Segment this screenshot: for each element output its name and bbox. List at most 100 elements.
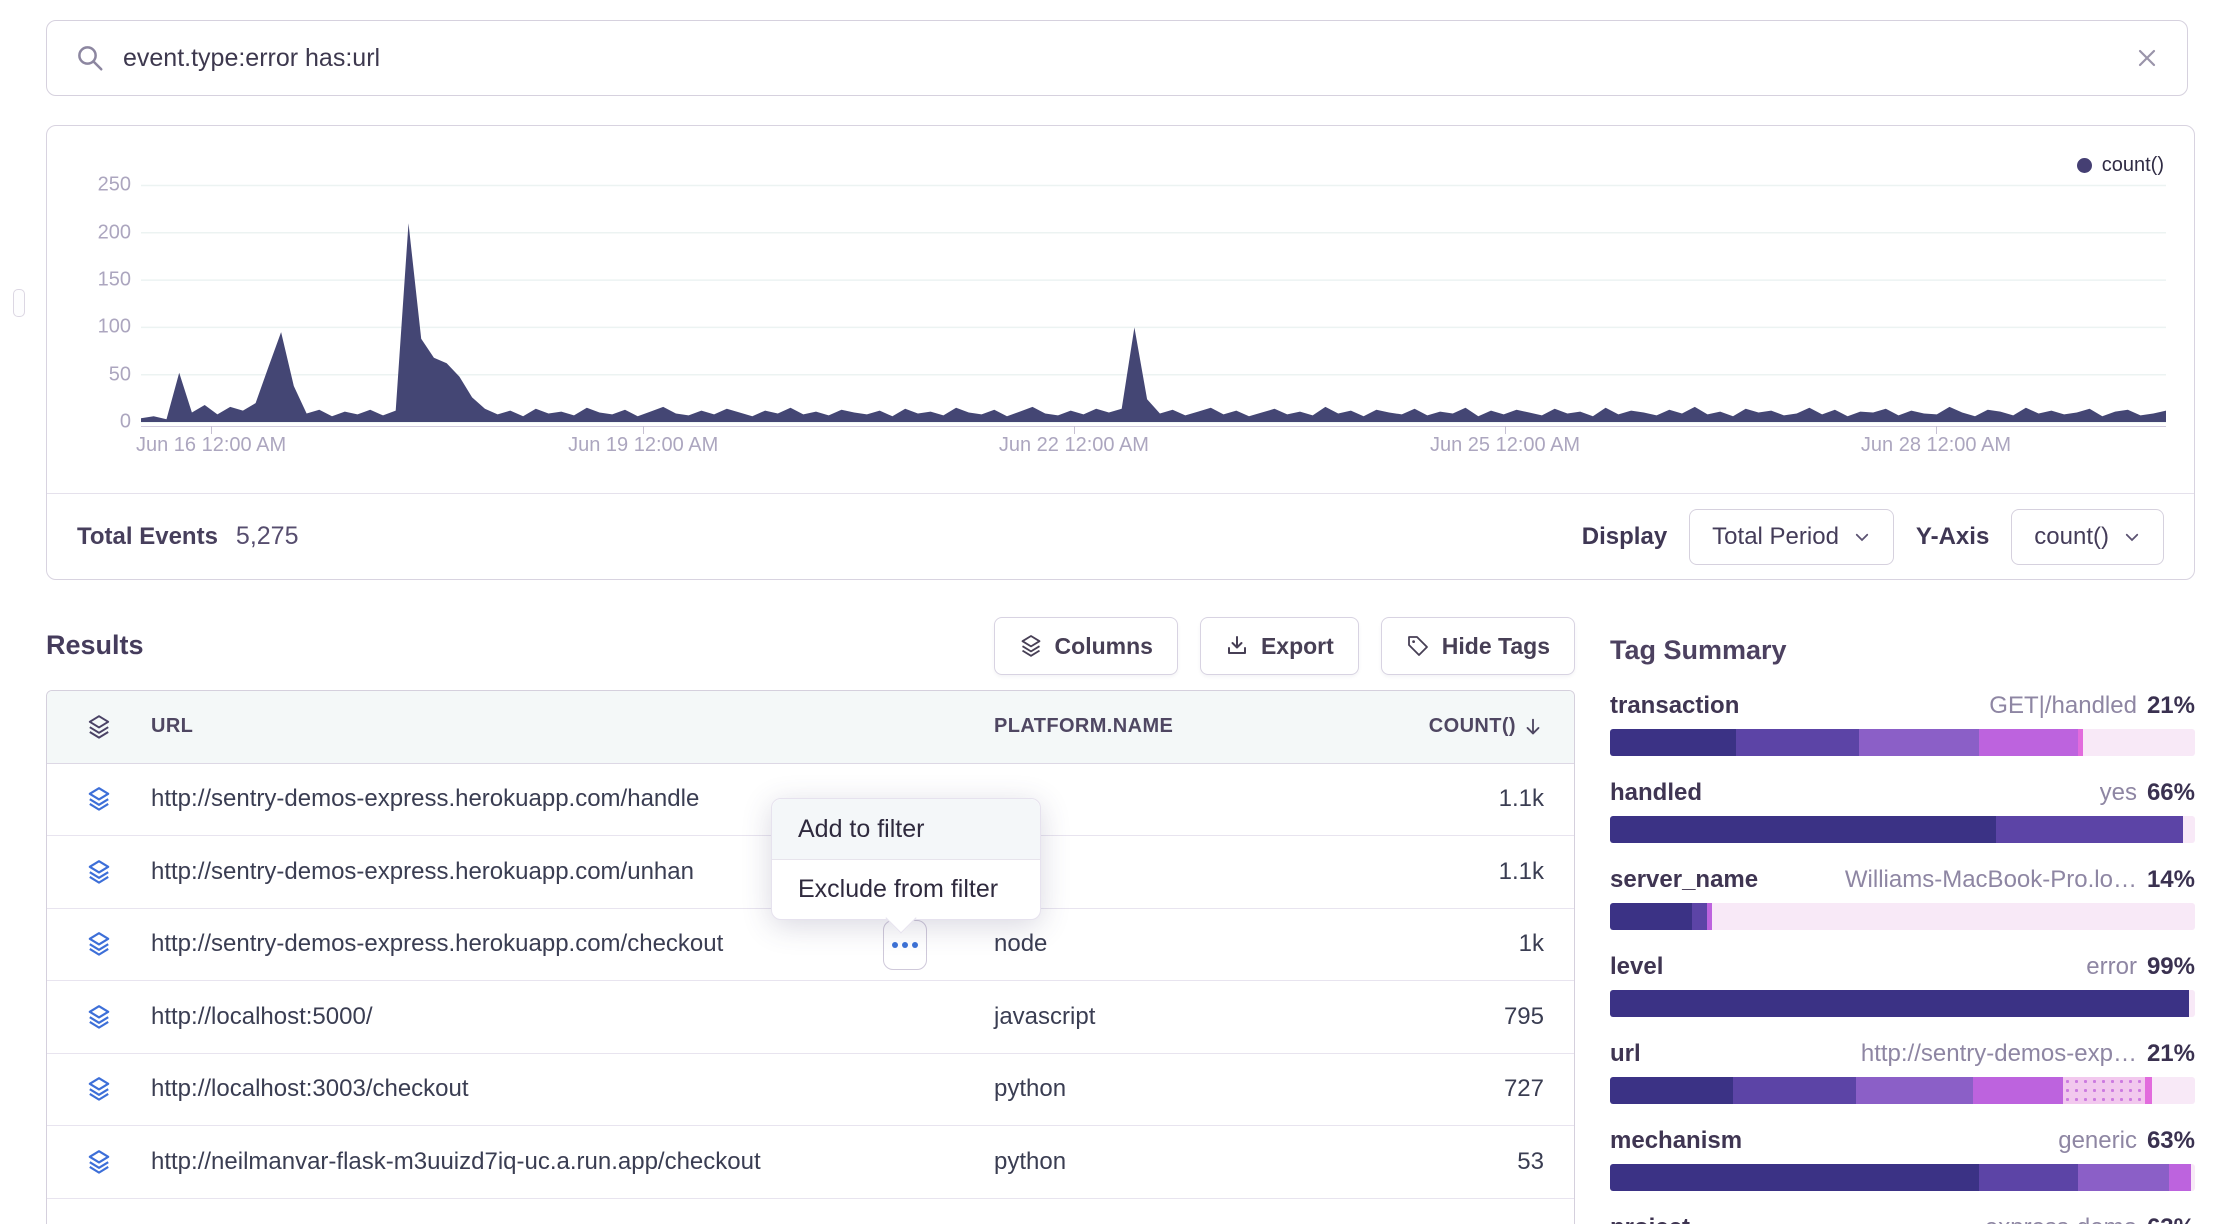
y-axis-tick-label: 200 (51, 221, 131, 244)
ellipsis-dot-icon (892, 942, 898, 948)
tag-top-value: yes (2100, 779, 2137, 807)
tag-bar-segment (2169, 1164, 2191, 1191)
tag-block: level error 99% (1610, 953, 2195, 1017)
events-chart-card: count() 050100150200250 Jun 16 12:00 AM J… (46, 125, 2195, 580)
chart-legend[interactable]: count() (2077, 154, 2164, 177)
ellipsis-dot-icon (902, 942, 908, 948)
tag-percentage: 14% (2147, 866, 2195, 894)
count-cell: 53 (1384, 1148, 1544, 1176)
tag-bar-segment (1610, 903, 1692, 930)
tag-bar-segment (2063, 1077, 2145, 1104)
tag-bar-segment (1610, 1077, 1733, 1104)
url-cell[interactable]: http://localhost:5000/ (151, 1003, 994, 1031)
display-dropdown-value: Total Period (1712, 523, 1839, 551)
download-icon (1225, 634, 1249, 658)
stack-icon (86, 1076, 112, 1102)
y-axis-tick-label: 100 (51, 316, 131, 339)
tag-bar-segment (2191, 1164, 2195, 1191)
tag-distribution-bar[interactable] (1610, 1164, 2195, 1191)
tag-top-value: error (2086, 953, 2137, 981)
legend-label: count() (2102, 154, 2164, 177)
count-cell: 1k (1384, 930, 1544, 958)
tag-bar-segment (1979, 1164, 2078, 1191)
export-button-label: Export (1261, 633, 1334, 660)
tag-percentage: 21% (2147, 1040, 2195, 1068)
x-axis-tick-label: Jun 28 12:00 AM (1861, 434, 2011, 457)
tag-bar-segment (2152, 1077, 2195, 1104)
y-axis-tick-label: 50 (51, 363, 131, 386)
yaxis-dropdown[interactable]: count() (2011, 509, 2164, 565)
cell-actions-menu: Add to filterExclude from filter (771, 798, 1041, 920)
tag-block: transaction GET|/handled 21% (1610, 692, 2195, 756)
results-table: URL PLATFORM.NAME COUNT() http://sentry-… (46, 690, 1575, 1224)
tag-top-value: http://sentry-demos-exp… (1861, 1040, 2137, 1068)
url-cell[interactable]: http://sentry-demos-express.herokuapp.co… (151, 930, 994, 958)
tag-name: url (1610, 1040, 1641, 1068)
tag-bar-segment (1610, 990, 2189, 1017)
tag-name: level (1610, 953, 1663, 981)
column-header-count[interactable]: COUNT() (1384, 715, 1544, 738)
search-input[interactable] (123, 44, 2135, 73)
tag-name: project (1610, 1214, 1690, 1224)
tag-bar-segment (1610, 1164, 1979, 1191)
platform-cell: node (994, 930, 1384, 958)
clear-search-icon[interactable] (2135, 46, 2159, 70)
tag-distribution-bar[interactable] (1610, 816, 2195, 843)
tag-block: project express-demo 63% (1610, 1214, 2195, 1224)
tag-block: handled yes 66% (1610, 779, 2195, 843)
stack-icon (86, 714, 112, 740)
sidebar-collapse-handle[interactable] (13, 289, 25, 317)
results-toolbar: Columns Export Hide Tags (46, 617, 1575, 675)
tag-top-value: express-demo (1985, 1214, 2137, 1224)
tag-distribution-bar[interactable] (1610, 903, 2195, 930)
stack-icon (1019, 634, 1043, 658)
column-header-platform[interactable]: PLATFORM.NAME (994, 715, 1384, 738)
x-axis-tick-label: Jun 16 12:00 AM (136, 434, 286, 457)
url-cell[interactable]: http://neilmanvar-flask-m3uuizd7iq-uc.a.… (151, 1148, 994, 1176)
table-row[interactable]: http://localhost:3003/checkout python 72… (47, 1054, 1574, 1127)
tag-bar-segment (1610, 816, 1996, 843)
tag-distribution-bar[interactable] (1610, 990, 2195, 1017)
y-axis-tick-label: 250 (51, 174, 131, 197)
events-area-chart[interactable]: 050100150200250 (141, 176, 2166, 422)
ellipsis-dot-icon (912, 942, 918, 948)
tag-bar-segment (1733, 1077, 1856, 1104)
yaxis-dropdown-value: count() (2034, 523, 2109, 551)
search-icon (75, 43, 105, 73)
tag-bar-segment (1692, 903, 1707, 930)
tag-top-value: generic (2058, 1127, 2137, 1155)
display-dropdown[interactable]: Total Period (1689, 509, 1894, 565)
stack-icon (86, 1149, 112, 1175)
count-cell: 727 (1384, 1075, 1544, 1103)
stack-icon (86, 786, 112, 812)
table-row[interactable]: http://neilmanvar-flask-m3uuizd7iq-uc.a.… (47, 1126, 1574, 1199)
chart-footer: Total Events 5,275 Display Total Period … (47, 493, 2194, 579)
tag-bar-segment (1996, 816, 2183, 843)
table-row[interactable]: http://localhost:5000/ javascript 795 (47, 981, 1574, 1054)
export-button[interactable]: Export (1200, 617, 1359, 675)
hide-tags-button[interactable]: Hide Tags (1381, 617, 1575, 675)
tag-bar-segment (1979, 729, 2078, 756)
total-events-label: Total Events (77, 523, 218, 551)
url-cell[interactable]: http://localhost:3003/checkout (151, 1075, 994, 1103)
sort-desc-icon (1522, 716, 1544, 738)
tag-bar-segment (1856, 1077, 1973, 1104)
tag-distribution-bar[interactable] (1610, 1077, 2195, 1104)
tag-bar-segment (2083, 729, 2195, 756)
column-header-url[interactable]: URL (151, 715, 994, 738)
tag-bar-segment (2078, 1164, 2169, 1191)
stack-icon (86, 1004, 112, 1030)
count-cell: 795 (1384, 1003, 1544, 1031)
columns-button[interactable]: Columns (994, 617, 1178, 675)
tag-top-value: Williams-MacBook-Pro.lo… (1845, 866, 2137, 894)
chevron-down-icon (1853, 528, 1871, 546)
tag-block: mechanism generic 63% (1610, 1127, 2195, 1191)
tag-distribution-bar[interactable] (1610, 729, 2195, 756)
display-label: Display (1582, 523, 1667, 551)
tag-name: transaction (1610, 692, 1739, 720)
tag-bar-segment (1973, 1077, 2064, 1104)
discover-page: count() 050100150200250 Jun 16 12:00 AM J… (0, 0, 2234, 1224)
menu-item-add-to-filter[interactable]: Add to filter (772, 799, 1040, 859)
tag-percentage: 63% (2147, 1127, 2195, 1155)
tag-name: server_name (1610, 866, 1758, 894)
